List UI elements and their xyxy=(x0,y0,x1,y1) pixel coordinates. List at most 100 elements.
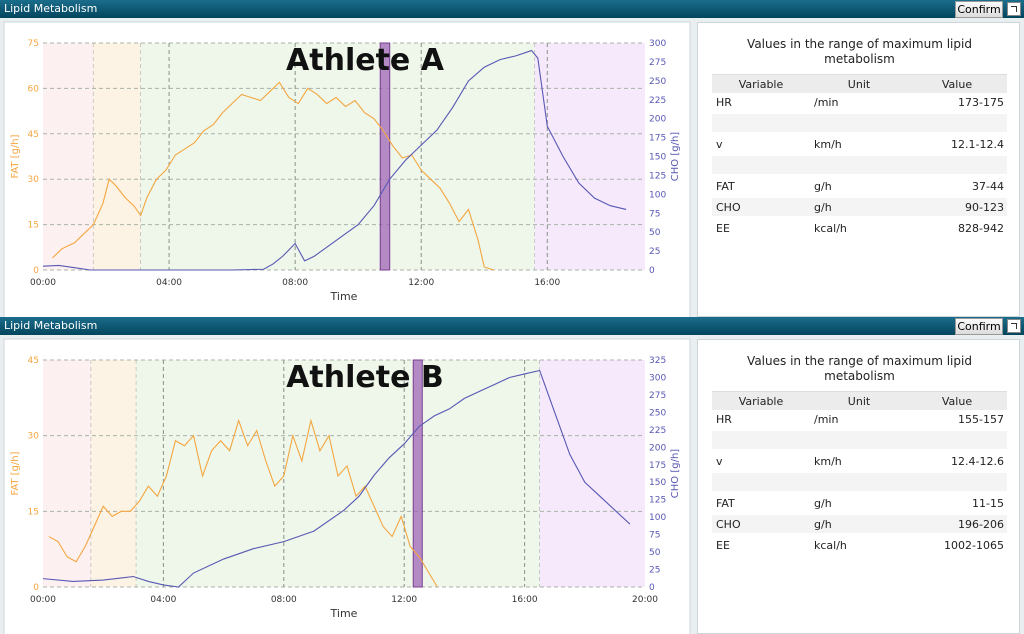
table-cell: FAT xyxy=(716,180,735,193)
y2-tick-label: 325 xyxy=(649,356,666,366)
chart-title: Athlete B xyxy=(286,360,444,395)
panel-title: Lipid Metabolism xyxy=(4,319,98,332)
table-row: HR/min 155-157 xyxy=(712,410,1007,428)
panel-header: Lipid Metabolism Confirm xyxy=(0,317,1024,335)
x-tick-label: 12:00 xyxy=(408,278,434,288)
table-cell: 11-15 xyxy=(972,497,1004,510)
table-cell: 12.1-12.4 xyxy=(951,138,1004,151)
x-tick-label: 04:00 xyxy=(156,278,182,288)
y-tick-label: 0 xyxy=(33,583,39,593)
blank-row xyxy=(712,431,1007,449)
popout-icon[interactable] xyxy=(1007,319,1021,333)
y2-tick-label: 100 xyxy=(649,513,666,523)
table-cell: EE xyxy=(716,222,730,235)
column-header: Value xyxy=(941,78,973,91)
table-cell: g/h xyxy=(814,180,832,193)
table-cell: CHO xyxy=(716,518,741,531)
zone xyxy=(93,43,141,270)
data-line xyxy=(48,418,438,588)
data-line xyxy=(52,81,494,271)
y-axis-label: FAT [g/h] xyxy=(10,134,21,178)
table-cell: HR xyxy=(716,96,732,109)
table-row: EE kcal/h 1002-1065 xyxy=(712,536,1007,554)
y2-tick-label: 200 xyxy=(649,443,666,453)
x-tick-label: 04:00 xyxy=(150,595,176,605)
table-row: HR/min 173-175 xyxy=(712,93,1007,111)
table-cell: 37-44 xyxy=(972,180,1004,193)
blank-row xyxy=(712,473,1007,491)
table-cell: CHO xyxy=(716,201,741,214)
zone xyxy=(43,360,92,587)
table-cell: HR xyxy=(716,413,732,426)
table-row: v km/h 12.1-12.4 xyxy=(712,135,1007,153)
max-lipid-band xyxy=(412,359,423,588)
x-axis-label: Time xyxy=(330,607,358,620)
table-title: Values in the range of maximum lipid met… xyxy=(747,354,972,383)
y2-tick-label: 75 xyxy=(649,531,660,541)
y2-tick-label: 0 xyxy=(649,266,655,276)
y-tick-label: 30 xyxy=(28,432,40,442)
y-tick-label: 45 xyxy=(28,130,39,140)
y-tick-label: 75 xyxy=(28,39,39,49)
y2-tick-label: 125 xyxy=(649,496,666,506)
panel-header: Lipid Metabolism Confirm xyxy=(0,0,1024,18)
y-tick-label: 15 xyxy=(28,507,39,517)
table-cell: g/h xyxy=(814,518,832,531)
y2-tick-label: 225 xyxy=(649,96,666,106)
y2-tick-label: 75 xyxy=(649,209,660,219)
table-cell: 828-942 xyxy=(958,222,1004,235)
max-lipid-band xyxy=(379,42,391,271)
table-cell: EE xyxy=(716,539,730,552)
y2-tick-label: 300 xyxy=(649,373,666,383)
y2-tick-label: 25 xyxy=(649,566,660,576)
y2-tick-label: 0 xyxy=(649,583,655,593)
chart: 0 15 30 45 0 25 50 75 100 125 150 175 200 225 250 275 30… xyxy=(3,338,691,634)
table-row: FAT g/h 37-44 xyxy=(712,177,1007,195)
panel-title: Lipid Metabolism xyxy=(4,2,98,15)
x-tick-label: 16:00 xyxy=(534,278,560,288)
popout-icon[interactable] xyxy=(1007,2,1021,16)
y2-tick-label: 275 xyxy=(649,391,666,401)
x-tick-label: 20:00 xyxy=(632,595,658,605)
y-tick-label: 0 xyxy=(33,266,39,276)
table-cell: g/h xyxy=(814,201,832,214)
zone xyxy=(91,360,137,587)
table-cell: g/h xyxy=(814,497,832,510)
table-cell: 155-157 xyxy=(958,413,1004,426)
table-cell: 173-175 xyxy=(958,96,1004,109)
table-title: Values in the range of maximum lipid met… xyxy=(747,37,972,66)
x-tick-label: 08:00 xyxy=(271,595,297,605)
table-cell: v xyxy=(716,455,723,468)
data-line xyxy=(42,49,627,271)
table-cell: /min xyxy=(814,413,839,426)
x-tick-label: 00:00 xyxy=(30,595,56,605)
confirm-button[interactable]: Confirm xyxy=(955,318,1003,335)
value-table: Values in the range of maximum lipid met… xyxy=(697,339,1020,634)
x-axis-label: Time xyxy=(330,290,358,303)
column-header: Variable xyxy=(738,78,784,91)
x-tick-label: 00:00 xyxy=(30,278,56,288)
y2-tick-label: 150 xyxy=(649,478,666,488)
column-header: Value xyxy=(941,395,973,408)
x-tick-label: 08:00 xyxy=(282,278,308,288)
table-row: FAT g/h 11-15 xyxy=(712,494,1007,512)
y2-tick-label: 25 xyxy=(649,247,660,257)
blank-row xyxy=(712,156,1007,174)
zone xyxy=(539,360,645,587)
blank-row xyxy=(712,114,1007,132)
table-cell: km/h xyxy=(814,455,842,468)
column-header: Unit xyxy=(847,395,871,408)
confirm-button[interactable]: Confirm xyxy=(955,1,1003,18)
chart: 0 15 30 45 60 75 0 25 50 75 100 125 150 175 200 225 250 2… xyxy=(3,21,691,317)
table-row: EE kcal/h 828-942 xyxy=(712,219,1007,237)
column-header: Variable xyxy=(738,395,784,408)
table-cell: /min xyxy=(814,96,839,109)
y-tick-label: 15 xyxy=(28,221,39,231)
y2-tick-label: 250 xyxy=(649,77,666,87)
y2-axis-label: CHO [g/h] xyxy=(670,449,681,499)
table-header: Variable Unit Value xyxy=(712,391,1007,411)
table-row: v km/h 12.4-12.6 xyxy=(712,452,1007,470)
y2-tick-label: 275 xyxy=(649,58,666,68)
table-cell: km/h xyxy=(814,138,842,151)
